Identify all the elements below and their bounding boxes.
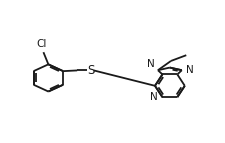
Text: N: N (150, 92, 157, 102)
Text: Cl: Cl (36, 39, 47, 49)
Text: N: N (186, 64, 194, 75)
Text: S: S (87, 64, 94, 77)
Text: N: N (147, 59, 155, 69)
